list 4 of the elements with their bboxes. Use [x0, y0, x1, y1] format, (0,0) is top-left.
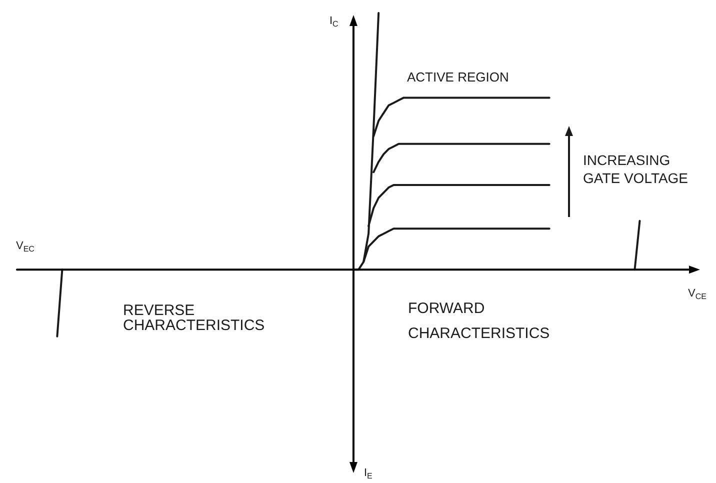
annotation: INCREASING GATE VOLTAGE — [583, 152, 688, 186]
annotation: FORWARD CHARACTERISTICS — [408, 300, 550, 342]
annotation: ACTIVE REGION — [407, 70, 509, 84]
annotation: REVERSE CHARACTERISTICS — [123, 302, 265, 334]
